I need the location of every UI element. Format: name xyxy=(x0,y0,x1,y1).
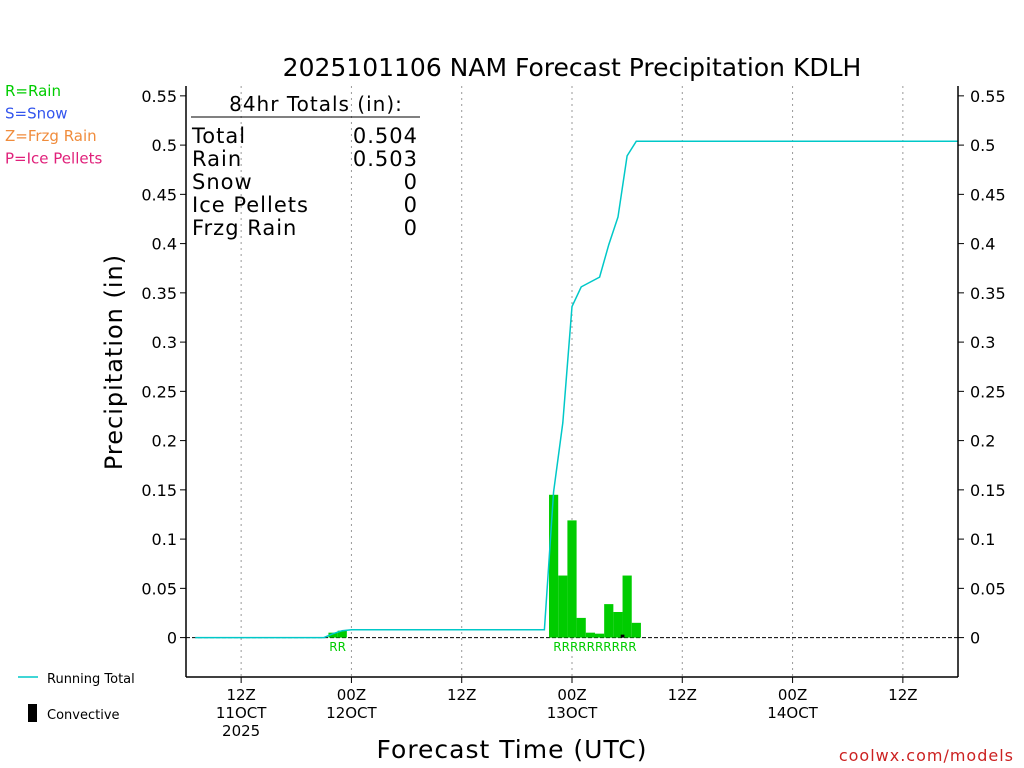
y-tick-label-right: 0.3 xyxy=(970,333,995,352)
y-tick-label-left: 0.25 xyxy=(141,382,177,401)
legend-bar-swatch xyxy=(28,704,37,722)
convective-bar xyxy=(620,634,625,638)
x-tick-label: 00Z xyxy=(557,686,586,704)
x-axis-label: Forecast Time (UTC) xyxy=(377,735,648,764)
y-tick-label-right: 0.25 xyxy=(970,382,1006,401)
legend-label: Convective xyxy=(47,708,120,723)
totals-value: 0.504 xyxy=(353,124,418,148)
totals-value: 0 xyxy=(404,216,418,240)
y-tick-label-right: 0.05 xyxy=(970,579,1006,598)
credit-text: coolwx.com/models xyxy=(839,746,1014,765)
ptype-legend-entry: Z=Frzg Rain xyxy=(5,127,97,145)
ptype-legend-entry: S=Snow xyxy=(5,105,68,123)
ptype-legend: RR RRRRRRRRRR xyxy=(329,640,636,654)
y-tick-label-right: 0.55 xyxy=(970,87,1006,106)
y-tick-label-left: 0.45 xyxy=(141,185,177,204)
x-tick-label: 2025 xyxy=(222,722,260,740)
totals-label: Snow xyxy=(192,170,253,194)
ptype-marker: RR xyxy=(329,640,346,654)
rain-bar xyxy=(585,632,595,638)
rain-bar xyxy=(567,520,577,638)
x-tick-label: 12OCT xyxy=(326,704,377,722)
totals-value: 0 xyxy=(404,193,418,217)
running-total-line xyxy=(195,140,958,639)
y-tick-label-left: 0.5 xyxy=(152,136,177,155)
y-tick-label-left: 0.2 xyxy=(152,432,177,451)
totals-value: 0 xyxy=(404,170,418,194)
y-tick-label-right: 0.1 xyxy=(970,530,995,549)
x-tick-label: 12Z xyxy=(888,686,917,704)
rain-bar xyxy=(549,494,559,638)
totals-label: Ice Pellets xyxy=(192,193,309,217)
y-tick-label-left: 0 xyxy=(167,629,177,648)
y-tick-label-right: 0.35 xyxy=(970,284,1006,303)
x-tick-label: 14OCT xyxy=(767,704,818,722)
rain-bar xyxy=(594,633,605,638)
totals-label: Rain xyxy=(192,147,242,171)
y-tick-label-right: 0.5 xyxy=(970,136,995,155)
line-layer xyxy=(195,140,958,639)
y-tick-label-right: 0 xyxy=(970,629,980,648)
y-tick-label-left: 0.3 xyxy=(152,333,177,352)
bar-layer xyxy=(328,494,641,638)
y-tick-label-right: 0.2 xyxy=(970,432,995,451)
legend-label: Running Total xyxy=(47,672,135,687)
y-axis-label: Precipitation (in) xyxy=(100,254,128,470)
rain-bar xyxy=(613,611,623,638)
y-tick-label-left: 0.05 xyxy=(141,579,177,598)
rain-bar xyxy=(328,632,338,638)
chart-title: 2025101106 NAM Forecast Precipitation KD… xyxy=(283,53,862,82)
x-tick-label: 11OCT xyxy=(216,704,267,722)
rain-bar xyxy=(558,575,568,638)
totals-heading: 84hr Totals (in): xyxy=(229,92,403,116)
y-tick-label-left: 0.1 xyxy=(152,530,177,549)
x-tick-label: 12Z xyxy=(447,686,476,704)
x-tick-label: 12Z xyxy=(226,686,255,704)
x-tick-label: 00Z xyxy=(337,686,366,704)
y-tick-label-left: 0.35 xyxy=(141,284,177,303)
y-tick-label-left: 0.55 xyxy=(141,87,177,106)
y-tick-label-right: 0.45 xyxy=(970,185,1006,204)
y-tick-label-right: 0.4 xyxy=(970,235,995,254)
x-tick-label: 12Z xyxy=(668,686,697,704)
totals-label: Frzg Rain xyxy=(192,216,297,240)
y-tick-label-right: 0.15 xyxy=(970,481,1006,500)
series-legend: R=Rain S=Snow Z=Frzg Rain P=Ice Pellets Runn… xyxy=(5,82,135,723)
rain-bar xyxy=(337,630,347,638)
rain-bar xyxy=(604,604,614,638)
ptype-marker: RRRRRRRRRR xyxy=(553,640,636,654)
y-tick-label-left: 0.15 xyxy=(141,481,177,500)
ptype-legend-entry: R=Rain xyxy=(5,82,61,100)
rain-bar xyxy=(622,575,632,638)
totals-box: 84hr Totals (in): Total 0.504 Rain 0.503 Snow… xyxy=(191,92,420,240)
rain-bar xyxy=(576,617,586,638)
totals-label: Total xyxy=(191,124,246,148)
x-tick-label: 00Z xyxy=(778,686,807,704)
x-tick-label: 13OCT xyxy=(547,704,598,722)
rain-bar xyxy=(631,622,641,638)
totals-value: 0.503 xyxy=(353,147,418,171)
y-tick-label-left: 0.4 xyxy=(152,235,177,254)
ptype-legend-entry: P=Ice Pellets xyxy=(5,150,102,168)
